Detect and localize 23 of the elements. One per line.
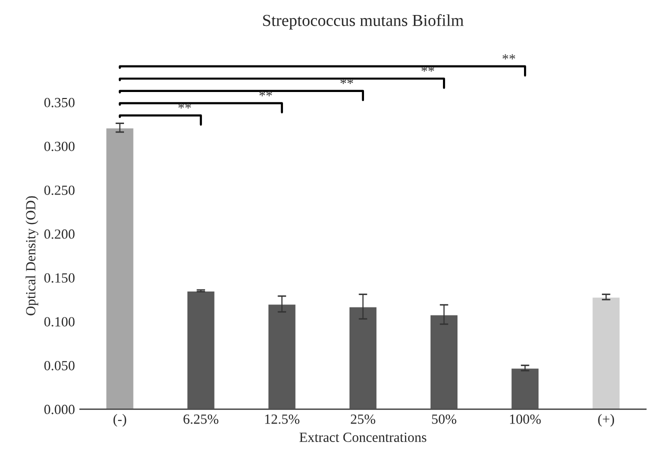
- text: **: [340, 78, 354, 84]
- x-axis-title: Extract Concentrations: [300, 432, 426, 442]
- y-tick-label: 0.100: [44, 317, 75, 327]
- y-tick-label: 0.300: [44, 142, 75, 152]
- x-tick-label: (+): [598, 414, 614, 427]
- x-tick-label: 12.5%: [265, 414, 300, 424]
- annotation: **: [178, 103, 191, 108]
- x-tick-label: 25%: [350, 414, 376, 424]
- y-tick-label: 0.000: [44, 404, 75, 414]
- y-axis-title: Optical Density (OD): [26, 196, 38, 316]
- x-tick-label: 50%: [432, 414, 456, 424]
- text: **: [259, 91, 272, 96]
- y-tick-label: 0.200: [44, 229, 75, 239]
- y-tick-label: 0.050: [44, 360, 75, 370]
- y-tick-label: 0.350: [44, 98, 75, 108]
- x-tick-label: (-): [114, 414, 126, 427]
- y-tick-label: 0.150: [44, 273, 75, 283]
- y-tick-label: 0.250: [44, 186, 75, 195]
- x-tick-label: 100%: [510, 414, 541, 424]
- x-tick-label: 6.25%: [184, 414, 218, 424]
- text: **: [502, 54, 516, 60]
- text: **: [422, 66, 434, 72]
- chart-title: Streptococcus mutans Biofilm: [263, 14, 464, 30]
